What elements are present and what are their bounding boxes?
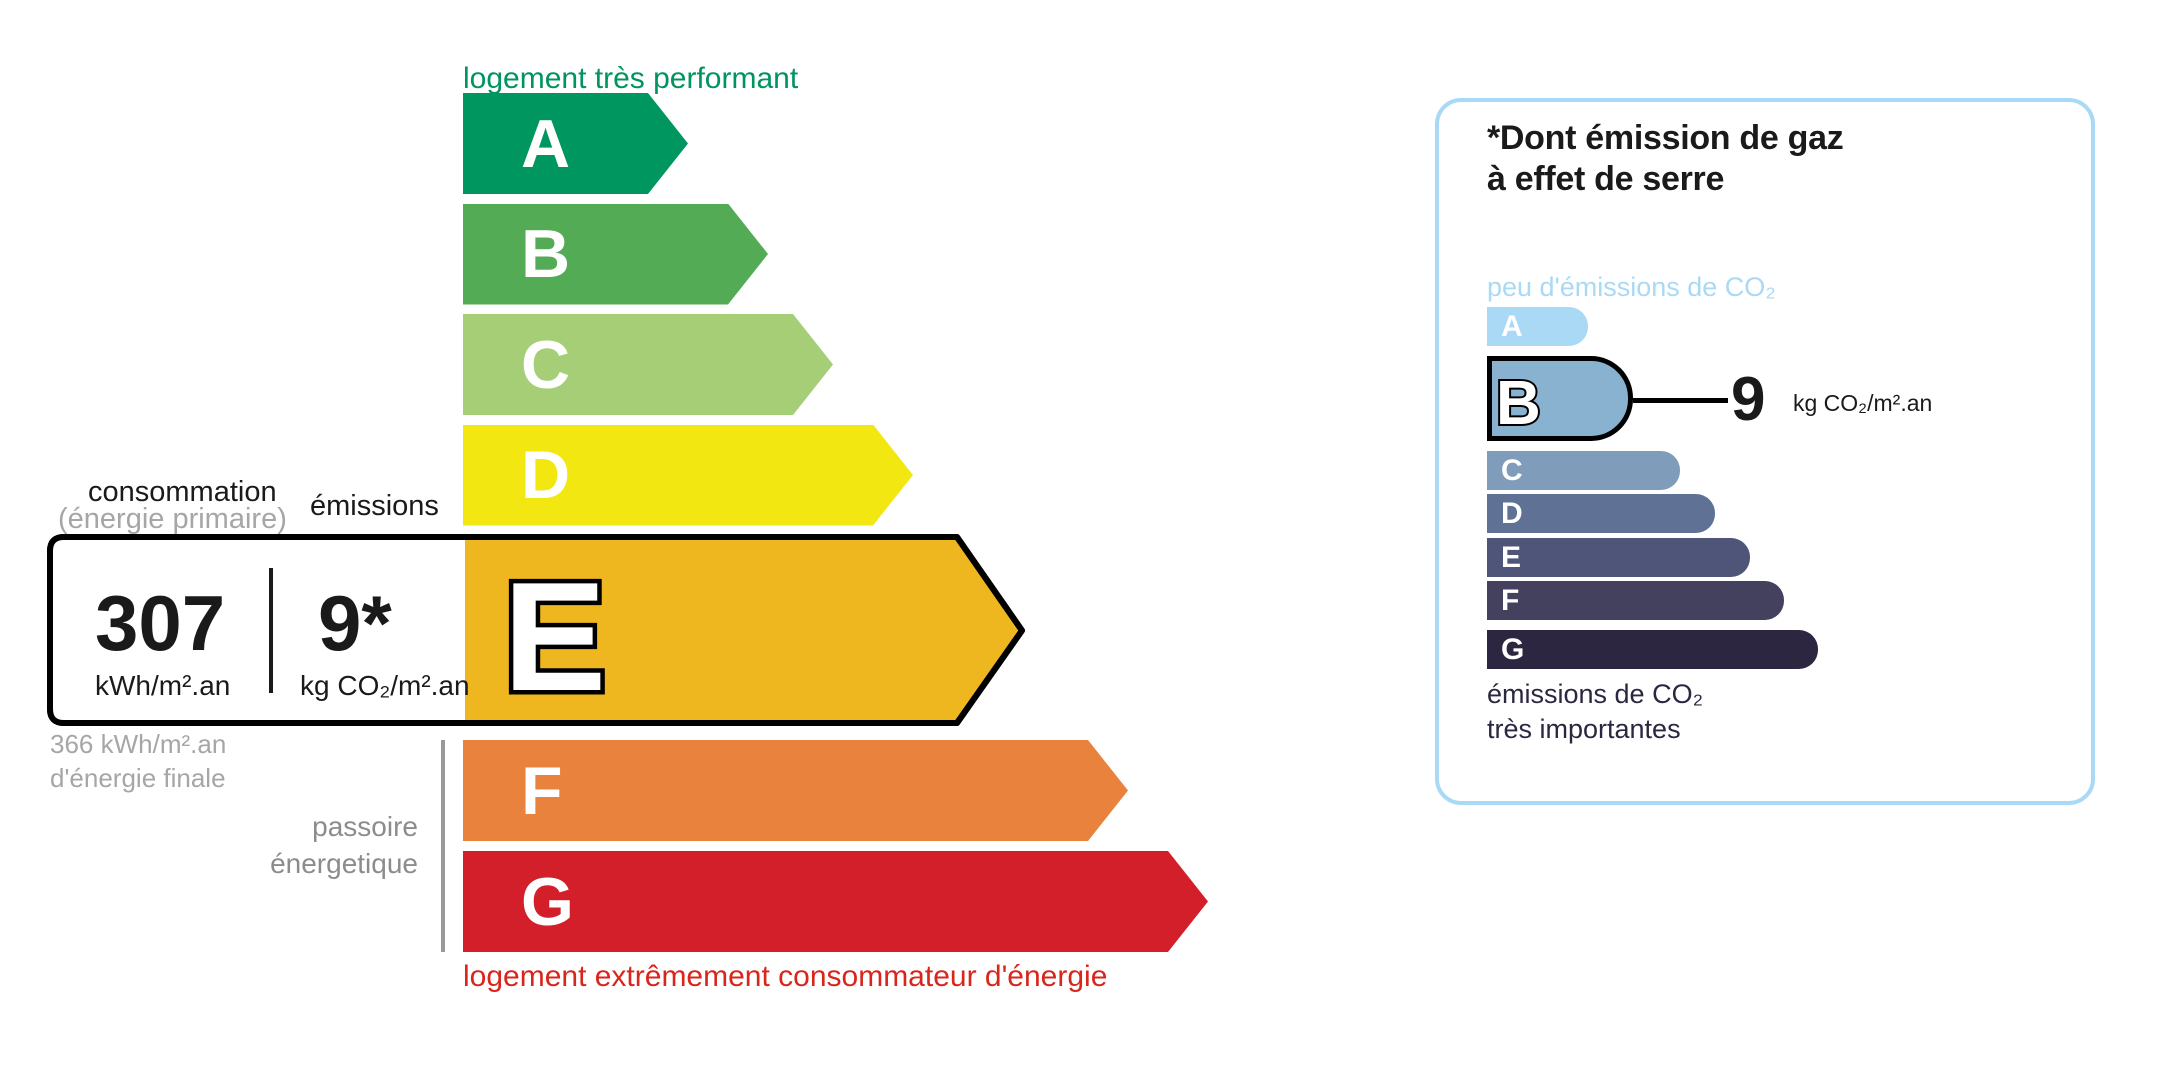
svg-text:E: E (503, 550, 606, 718)
svg-text:B: B (1496, 369, 1541, 436)
